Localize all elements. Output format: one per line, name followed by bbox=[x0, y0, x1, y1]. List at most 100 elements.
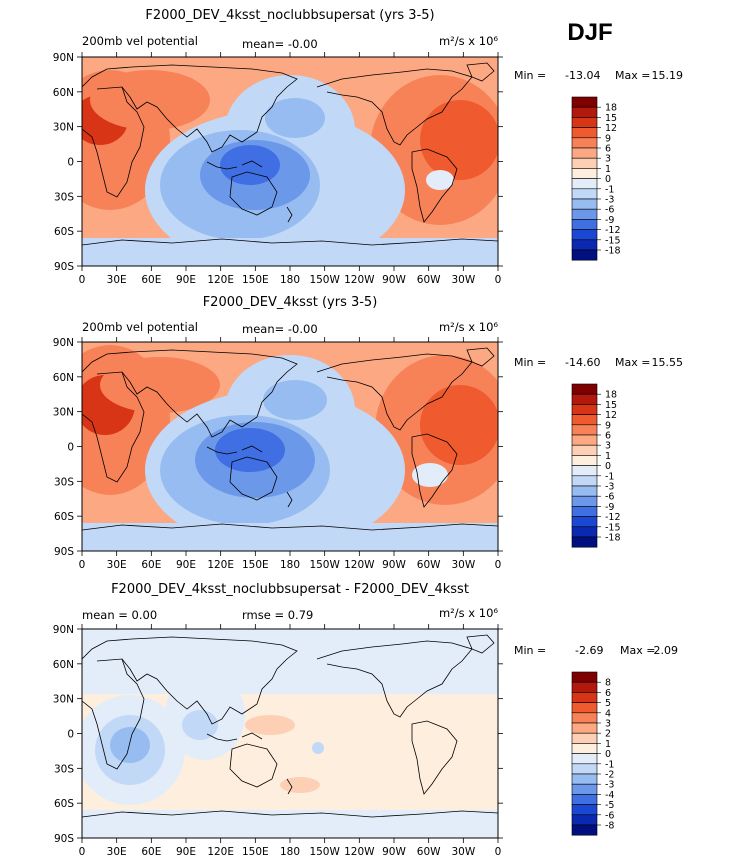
panel-3-max-label: Max = bbox=[620, 644, 655, 657]
x-tick-label: 0 bbox=[79, 274, 86, 286]
colorbar-label: 15 bbox=[605, 113, 617, 124]
colorbar-label: -9 bbox=[605, 502, 614, 513]
colorbar-label: 12 bbox=[605, 123, 617, 134]
colorbar-label: 3 bbox=[605, 441, 611, 452]
x-tick-label: 30W bbox=[451, 274, 475, 286]
y-tick-label: 90N bbox=[53, 337, 74, 349]
panel-2-units: m²/s x 10⁶ bbox=[439, 320, 498, 334]
colorbar-swatch bbox=[571, 219, 598, 230]
colorbar-swatch bbox=[571, 414, 598, 426]
colorbar-swatch bbox=[571, 455, 598, 466]
colorbar-swatch bbox=[571, 198, 598, 210]
colorbar-label: 3 bbox=[605, 154, 611, 165]
panel-2-title: F2000_DEV_4ksst (yrs 3-5) bbox=[203, 295, 378, 310]
colorbar-label: -1 bbox=[605, 759, 614, 770]
panel-3-min-value: -2.69 bbox=[575, 644, 603, 657]
colorbar-label: -1 bbox=[605, 471, 614, 482]
colorbar-label: 18 bbox=[605, 103, 617, 114]
panel-3-contour-north bbox=[82, 629, 498, 694]
y-tick-label: 60N bbox=[53, 372, 74, 384]
colorbar-swatch bbox=[571, 743, 598, 754]
panel-1-min-label: Min = bbox=[514, 69, 546, 82]
colorbar-swatch bbox=[571, 137, 598, 149]
colorbar-swatch bbox=[571, 671, 598, 683]
colorbar-swatch bbox=[571, 117, 598, 128]
panel-3-contour-pos-b bbox=[280, 777, 320, 793]
colorbar-label: -6 bbox=[605, 810, 614, 821]
panel-1-contour-pos-c bbox=[90, 70, 210, 130]
colorbar-swatch bbox=[571, 773, 598, 785]
colorbar-swatch bbox=[571, 516, 598, 528]
colorbar-label: -18 bbox=[605, 533, 621, 544]
y-tick-label: 30S bbox=[54, 763, 74, 775]
x-tick-label: 120W bbox=[344, 559, 375, 571]
x-tick-label: 150E bbox=[242, 559, 269, 571]
colorbar-swatch bbox=[571, 393, 598, 405]
colorbar-swatch bbox=[571, 506, 598, 517]
y-tick-label: 60S bbox=[54, 511, 74, 523]
season-label: DJF bbox=[567, 19, 612, 46]
panel-1-min-value: -13.04 bbox=[565, 69, 600, 82]
colorbar-swatch bbox=[571, 404, 598, 415]
x-tick-label: 90E bbox=[176, 559, 196, 571]
x-tick-label: 90E bbox=[176, 846, 196, 858]
panel-3-map bbox=[82, 629, 498, 838]
y-tick-label: 90N bbox=[53, 52, 74, 64]
colorbar-label: -15 bbox=[605, 235, 621, 246]
panel-2-contour-neg-f bbox=[263, 380, 327, 420]
colorbar-swatch bbox=[571, 229, 598, 241]
y-tick-label: 60S bbox=[54, 226, 74, 238]
panel-1-units: m²/s x 10⁶ bbox=[439, 34, 498, 48]
panel-2-min-value: -14.60 bbox=[565, 356, 600, 369]
colorbar-label: 3 bbox=[605, 719, 611, 730]
colorbar-label: 5 bbox=[605, 698, 611, 709]
panel-2-min-label: Min = bbox=[514, 356, 546, 369]
colorbar-swatch bbox=[571, 127, 598, 139]
colorbar-swatch bbox=[571, 208, 598, 220]
colorbar-swatch bbox=[571, 814, 598, 826]
colorbar-swatch bbox=[571, 824, 598, 836]
x-tick-label: 150E bbox=[242, 846, 269, 858]
x-tick-label: 30E bbox=[107, 559, 127, 571]
x-tick-label: 90W bbox=[382, 559, 406, 571]
y-tick-label: 30N bbox=[53, 694, 74, 706]
x-tick-label: 30E bbox=[107, 274, 127, 286]
colorbar-label: 0 bbox=[605, 461, 611, 472]
colorbar-label: -15 bbox=[605, 522, 621, 533]
panel-1-center-label: mean= -0.00 bbox=[242, 37, 318, 51]
panel-3-contour-neg-e bbox=[182, 710, 218, 740]
colorbar-swatch bbox=[571, 526, 598, 538]
colorbar-swatch bbox=[571, 178, 598, 190]
x-tick-label: 180 bbox=[280, 559, 300, 571]
colorbar-label: 9 bbox=[605, 420, 611, 431]
panel-1-max-label: Max = bbox=[615, 69, 650, 82]
colorbar-swatch bbox=[571, 444, 598, 456]
x-tick-label: 30W bbox=[451, 846, 475, 858]
panel-2: F2000_DEV_4ksst (yrs 3-5) 200mb vel pote… bbox=[53, 295, 683, 571]
colorbar-swatch bbox=[571, 536, 598, 548]
y-tick-label: 30N bbox=[53, 407, 74, 419]
colorbar-label: -18 bbox=[605, 246, 621, 257]
x-tick-label: 60W bbox=[417, 559, 441, 571]
colorbar-swatch bbox=[571, 702, 598, 714]
colorbar-swatch bbox=[571, 475, 598, 487]
x-tick-label: 150W bbox=[309, 559, 340, 571]
x-tick-label: 60E bbox=[141, 274, 161, 286]
colorbar-swatch bbox=[571, 783, 598, 795]
panel-1: F2000_DEV_4ksst_noclubbsupersat (yrs 3-5… bbox=[53, 8, 683, 286]
colorbar-swatch bbox=[571, 722, 598, 734]
colorbar-label: -8 bbox=[605, 821, 614, 832]
colorbar-label: -4 bbox=[605, 790, 614, 801]
x-tick-label: 150E bbox=[242, 274, 269, 286]
colorbar-swatch bbox=[571, 188, 598, 200]
colorbar-swatch bbox=[571, 763, 598, 775]
panel-3-contour-neg-f bbox=[312, 742, 324, 754]
colorbar-swatch bbox=[571, 712, 598, 724]
x-tick-label: 150W bbox=[309, 846, 340, 858]
x-tick-label: 120W bbox=[344, 274, 375, 286]
colorbar-swatch bbox=[571, 147, 598, 159]
panel-2-left-label: 200mb vel potential bbox=[82, 320, 198, 334]
y-tick-label: 90S bbox=[54, 833, 74, 845]
colorbar-label: -3 bbox=[605, 195, 614, 206]
colorbar-swatch bbox=[571, 794, 598, 805]
